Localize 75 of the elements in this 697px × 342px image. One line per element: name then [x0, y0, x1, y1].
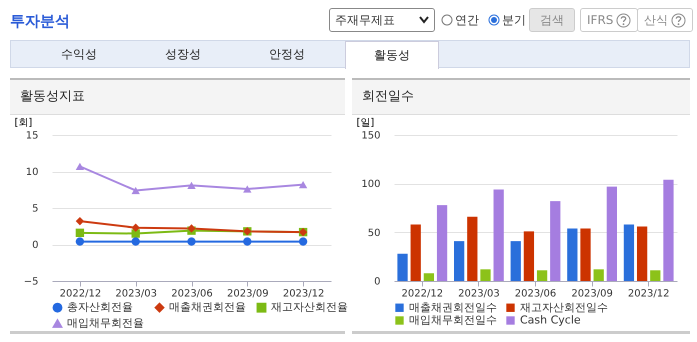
bar: [580, 228, 591, 281]
bar: [494, 190, 504, 281]
bar: [467, 216, 478, 281]
bar: [550, 201, 560, 281]
x-tick-label: 2023/06: [514, 288, 556, 300]
text: 산식: [644, 12, 668, 28]
bar: [410, 224, 421, 281]
chart-title: 회전일수: [352, 80, 690, 115]
bar: [536, 270, 548, 281]
y-tick-label: 0: [32, 240, 38, 251]
legend-label: 매입채무회전율: [67, 316, 144, 330]
bar: [663, 180, 674, 281]
chart-title: 활동성지표: [10, 80, 345, 115]
text: 연간: [455, 12, 479, 28]
point: [76, 216, 84, 226]
text: 투자분석: [10, 12, 70, 31]
legend-label: 재고자산회전율: [271, 300, 348, 314]
text: 주재무제표: [335, 12, 395, 28]
x-tick-label: 2023/03: [115, 288, 157, 300]
legend-label: 총자산회전율: [67, 300, 133, 314]
y-tick-label: 15: [26, 130, 38, 142]
text: 검색: [540, 12, 564, 28]
point: [76, 162, 84, 170]
y-axis-title: [회]: [14, 118, 32, 128]
bar: [594, 269, 604, 281]
bar: [624, 224, 634, 281]
point: [298, 181, 308, 188]
x-tick-label: 2022/12: [402, 288, 444, 300]
point: [132, 237, 140, 246]
point: [76, 237, 84, 246]
point: [298, 237, 308, 246]
y-tick-label: 10: [26, 167, 38, 178]
point: [132, 186, 140, 194]
text: 활동성: [345, 41, 439, 69]
text: 분기: [502, 12, 526, 28]
point: [243, 237, 252, 246]
text: 안정성: [268, 46, 306, 63]
legend-label: 매출채권회전율: [169, 300, 246, 314]
bar: [510, 241, 521, 281]
x-tick-label: 2023/06: [171, 288, 213, 300]
bar: [397, 254, 408, 281]
point: [187, 237, 196, 246]
y-tick-label: 150: [361, 130, 380, 142]
point: [132, 224, 140, 232]
bar: [567, 228, 578, 281]
point: [243, 185, 252, 193]
text: 성장성: [164, 46, 202, 63]
point: [187, 182, 196, 189]
x-tick-label: 2023/12: [282, 288, 324, 300]
x-tick-label: 2023/09: [227, 288, 269, 300]
y-tick-label: 5: [32, 204, 38, 214]
bar: [436, 205, 448, 281]
bar: [524, 231, 534, 281]
y-tick-label: −5: [24, 276, 38, 288]
x-tick-label: 2022/12: [60, 288, 102, 300]
legend-label: 재고자산회전일수: [520, 300, 608, 314]
bar: [424, 273, 434, 281]
bar: [650, 270, 660, 281]
bar: [636, 226, 648, 281]
x-tick-label: 2023/03: [458, 288, 500, 300]
y-tick-label: 100: [361, 179, 380, 190]
x-tick-label: 2023/09: [571, 288, 613, 300]
point: [76, 228, 84, 238]
bar: [454, 241, 464, 281]
y-tick-label: 50: [368, 228, 380, 239]
bar: [480, 269, 491, 281]
bar: [606, 186, 618, 281]
x-tick-label: 2023/12: [628, 288, 670, 300]
text: 수익성: [60, 46, 98, 63]
legend-label: 매출채권회전일수: [409, 300, 497, 314]
text: IFRS: [587, 13, 614, 27]
legend-label: Cash Cycle: [520, 314, 581, 326]
legend-label: 매입채무회전일수: [409, 314, 497, 326]
y-axis-title: [일]: [356, 118, 374, 128]
y-tick-label: 0: [374, 276, 380, 288]
